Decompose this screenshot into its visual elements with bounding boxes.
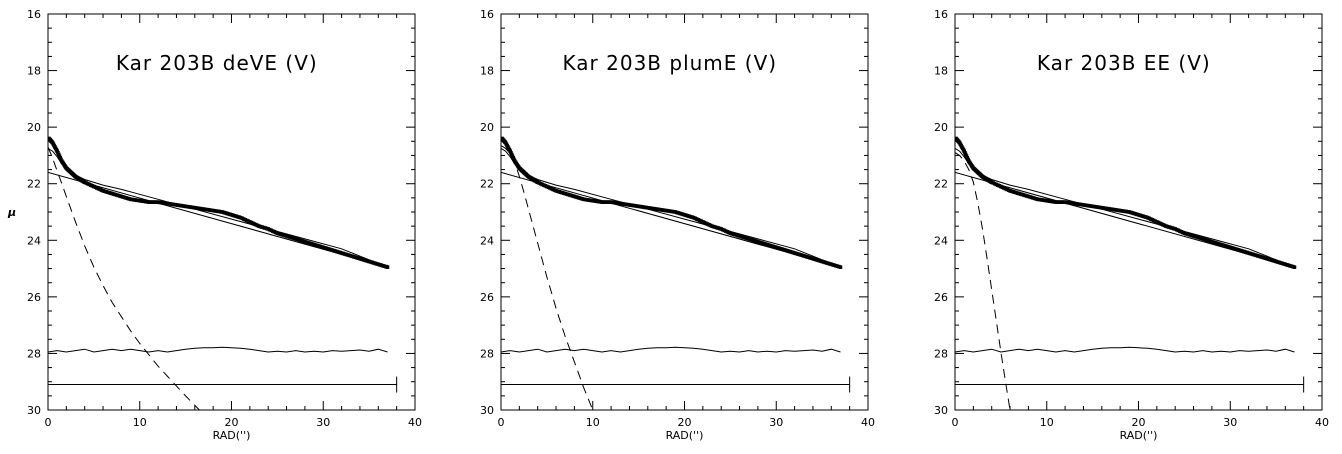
- x-tick-label: 40: [861, 416, 875, 429]
- series-line: [955, 346, 1295, 353]
- bulge-component-line: [501, 145, 594, 410]
- chart-panel-3: 16 18 20 22 24 26 28 30 0 10 20 30 40 RAD('') Kar 203B…: [934, 8, 1329, 442]
- x-axis-label: RAD(''): [1120, 429, 1158, 442]
- x-tick-label: 30: [316, 416, 330, 429]
- y-tick-label: 22: [27, 178, 41, 191]
- x-axis-label: RAD(''): [213, 429, 251, 442]
- plot-area: [955, 136, 1304, 410]
- chart-title: Kar 203B EE (V): [1037, 51, 1211, 75]
- series-line: [48, 171, 388, 268]
- y-tick-label: 30: [27, 404, 41, 417]
- x-axis-label: RAD(''): [666, 429, 704, 442]
- y-tick-label: 16: [27, 8, 41, 21]
- series-line: [955, 147, 1295, 268]
- y-tick-label: 20: [480, 121, 494, 134]
- series-line: [955, 171, 1295, 268]
- y-tick-label: 22: [480, 178, 494, 191]
- series-line: [48, 346, 388, 353]
- y-tick-label: 26: [480, 291, 494, 304]
- chart-panel-2: 16 18 20 22 24 26 28 30 0 10 20 30 40 RAD('') Kar 203B…: [480, 8, 875, 442]
- series-line: [501, 147, 841, 268]
- bulge-component-line: [48, 146, 200, 410]
- y-tick-label: 24: [480, 234, 494, 247]
- x-tick-label: 10: [1040, 416, 1054, 429]
- y-tick-label: 20: [27, 121, 41, 134]
- y-tick-label: 26: [934, 291, 948, 304]
- chart-panel-1: 16 18 20 22 24 26 28 30 0 10 20 30 40 RAD('') μ Kar 203…: [7, 8, 422, 442]
- plot-area: [48, 136, 397, 410]
- x-tick-label: 20: [1132, 416, 1146, 429]
- y-axis-label: μ: [7, 206, 16, 219]
- y-tick-label: 28: [27, 347, 41, 360]
- y-tick-label: 16: [934, 8, 948, 21]
- x-tick-label: 10: [133, 416, 147, 429]
- y-tick-label: 24: [27, 234, 41, 247]
- x-tick-label: 0: [498, 416, 505, 429]
- y-tick-label: 20: [934, 121, 948, 134]
- y-tick-label: 28: [934, 347, 948, 360]
- y-tick-label: 26: [27, 291, 41, 304]
- y-tick-label: 18: [480, 65, 494, 78]
- chart-title: Kar 203B plumE (V): [563, 51, 778, 75]
- x-tick-label: 10: [586, 416, 600, 429]
- y-tick-label: 18: [27, 65, 41, 78]
- y-tick-label: 28: [480, 347, 494, 360]
- x-tick-label: 30: [769, 416, 783, 429]
- y-tick-label: 22: [934, 178, 948, 191]
- y-tick-label: 24: [934, 234, 948, 247]
- y-tick-label: 16: [480, 8, 494, 21]
- x-tick-label: 40: [408, 416, 422, 429]
- x-tick-label: 20: [225, 416, 239, 429]
- plot-area: [501, 136, 850, 410]
- series-line: [501, 171, 841, 268]
- y-tick-label: 18: [934, 65, 948, 78]
- series-line: [48, 147, 388, 268]
- chart-title: Kar 203B deVE (V): [116, 51, 318, 75]
- y-tick-label: 30: [480, 404, 494, 417]
- x-tick-label: 0: [952, 416, 959, 429]
- x-tick-label: 40: [1315, 416, 1329, 429]
- x-tick-label: 20: [678, 416, 692, 429]
- series-line: [501, 346, 841, 353]
- x-tick-label: 0: [45, 416, 52, 429]
- x-tick-label: 30: [1223, 416, 1237, 429]
- bulge-component-line: [955, 152, 1011, 410]
- y-tick-label: 30: [934, 404, 948, 417]
